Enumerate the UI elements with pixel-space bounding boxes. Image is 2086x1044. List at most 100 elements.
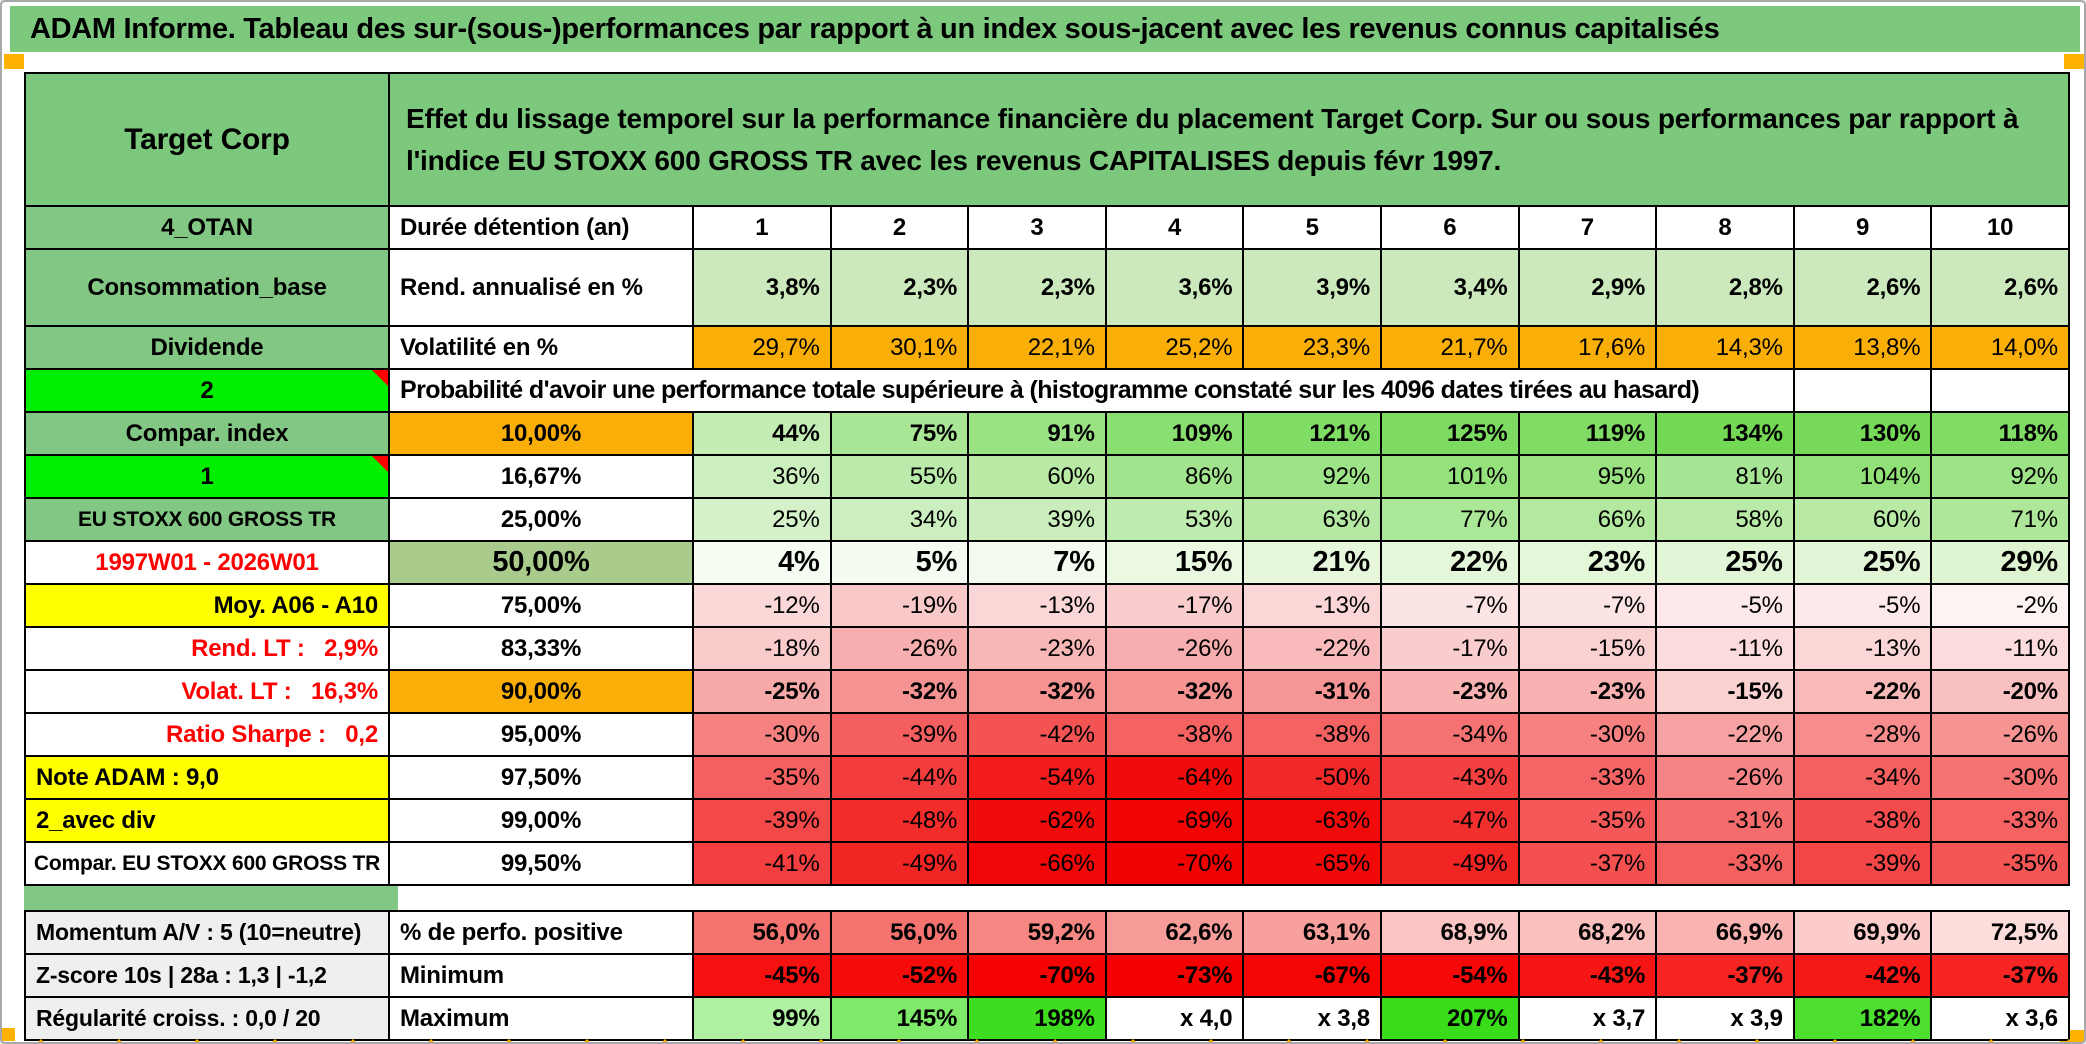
data-cell[interactable]: x 3,8 bbox=[1244, 998, 1380, 1039]
data-cell[interactable]: -17% bbox=[1381, 628, 1518, 669]
data-cell[interactable]: -32% bbox=[1106, 671, 1243, 712]
data-cell[interactable]: -20% bbox=[1932, 671, 2068, 712]
data-cell[interactable]: -54% bbox=[1381, 955, 1518, 996]
data-cell[interactable]: -26% bbox=[1657, 757, 1793, 798]
data-cell[interactable]: 125% bbox=[1381, 413, 1518, 454]
data-cell[interactable]: 3,4% bbox=[1381, 250, 1518, 325]
data-cell[interactable]: 77% bbox=[1381, 499, 1518, 540]
row-header-cell[interactable]: 95,00% bbox=[390, 714, 692, 755]
data-cell[interactable]: -43% bbox=[1519, 955, 1656, 996]
data-cell[interactable]: -62% bbox=[969, 800, 1105, 841]
data-cell[interactable]: -31% bbox=[1657, 800, 1793, 841]
data-cell[interactable]: 5% bbox=[831, 542, 968, 583]
data-cell[interactable]: -25% bbox=[694, 671, 830, 712]
data-cell[interactable]: 62,6% bbox=[1106, 912, 1243, 953]
data-cell[interactable]: 23,3% bbox=[1244, 327, 1380, 368]
data-cell[interactable]: 29,7% bbox=[694, 327, 830, 368]
row-header-cell[interactable]: % de perfo. positive bbox=[390, 912, 692, 953]
data-cell[interactable]: 109% bbox=[1106, 413, 1243, 454]
row-header-cell[interactable]: 99,50% bbox=[390, 843, 692, 884]
data-cell[interactable]: -39% bbox=[831, 714, 968, 755]
data-cell[interactable]: 44% bbox=[694, 413, 830, 454]
data-cell[interactable]: -34% bbox=[1381, 714, 1518, 755]
data-cell[interactable]: -33% bbox=[1657, 843, 1793, 884]
data-cell[interactable]: -22% bbox=[1794, 671, 1931, 712]
row-header-cell[interactable]: 50,00% bbox=[390, 542, 692, 583]
row-label-cell[interactable]: 1997W01 - 2026W01 bbox=[26, 542, 388, 583]
data-cell[interactable]: 15% bbox=[1106, 542, 1243, 583]
data-cell[interactable]: 2,3% bbox=[969, 250, 1105, 325]
data-cell[interactable]: -65% bbox=[1244, 843, 1380, 884]
data-cell[interactable]: 2,8% bbox=[1657, 250, 1793, 325]
data-cell[interactable]: 60% bbox=[1794, 499, 1931, 540]
data-cell[interactable]: -35% bbox=[694, 757, 830, 798]
data-cell[interactable] bbox=[1794, 370, 1931, 411]
row-header-cell[interactable]: 99,00% bbox=[390, 800, 692, 841]
data-cell[interactable]: 58% bbox=[1657, 499, 1793, 540]
data-cell[interactable]: 130% bbox=[1794, 413, 1931, 454]
row-label-cell[interactable]: Note ADAM : 9,0 bbox=[26, 757, 388, 798]
data-cell[interactable]: -26% bbox=[1932, 714, 2068, 755]
data-cell[interactable]: -15% bbox=[1519, 628, 1656, 669]
data-cell[interactable]: -31% bbox=[1244, 671, 1380, 712]
data-cell[interactable]: 92% bbox=[1932, 456, 2068, 497]
data-cell[interactable]: 69,9% bbox=[1794, 912, 1931, 953]
data-cell[interactable]: 2 bbox=[831, 207, 968, 248]
data-cell[interactable]: -2% bbox=[1932, 585, 2068, 626]
data-cell[interactable]: -69% bbox=[1106, 800, 1243, 841]
data-cell[interactable]: 68,9% bbox=[1381, 912, 1518, 953]
data-cell[interactable]: 6 bbox=[1381, 207, 1518, 248]
data-cell[interactable]: -67% bbox=[1244, 955, 1380, 996]
data-cell[interactable]: 53% bbox=[1106, 499, 1243, 540]
data-cell[interactable]: -38% bbox=[1106, 714, 1243, 755]
data-cell[interactable]: -23% bbox=[969, 628, 1105, 669]
data-cell[interactable]: 56,0% bbox=[831, 912, 968, 953]
row-label-cell[interactable]: Consommation_base bbox=[26, 250, 388, 325]
data-cell[interactable]: 63,1% bbox=[1244, 912, 1380, 953]
data-cell[interactable]: -66% bbox=[969, 843, 1105, 884]
data-cell[interactable]: x 3,7 bbox=[1519, 998, 1656, 1039]
data-cell[interactable]: 25% bbox=[1657, 542, 1793, 583]
data-cell[interactable] bbox=[1932, 370, 2068, 411]
data-cell[interactable]: -33% bbox=[1932, 800, 2068, 841]
row-header-cell[interactable]: 75,00% bbox=[390, 585, 692, 626]
data-cell[interactable]: 22% bbox=[1381, 542, 1518, 583]
data-cell[interactable]: -37% bbox=[1932, 955, 2068, 996]
data-cell[interactable]: -39% bbox=[694, 800, 830, 841]
row-label-cell[interactable]: Compar. EU STOXX 600 GROSS TR bbox=[26, 843, 388, 884]
data-cell[interactable]: -41% bbox=[694, 843, 830, 884]
data-cell[interactable]: -30% bbox=[1519, 714, 1656, 755]
data-cell[interactable]: -13% bbox=[1244, 585, 1380, 626]
row-header-cell[interactable]: Minimum bbox=[390, 955, 692, 996]
data-cell[interactable]: -35% bbox=[1932, 843, 2068, 884]
data-cell[interactable]: -13% bbox=[969, 585, 1105, 626]
row-label-cell[interactable]: Ratio Sharpe : 0,2 bbox=[26, 714, 388, 755]
data-cell[interactable]: -38% bbox=[1244, 714, 1380, 755]
data-cell[interactable]: 2,3% bbox=[831, 250, 968, 325]
data-cell[interactable]: 207% bbox=[1381, 998, 1518, 1039]
data-cell[interactable]: 66% bbox=[1519, 499, 1656, 540]
data-cell[interactable]: -49% bbox=[831, 843, 968, 884]
data-cell[interactable]: -23% bbox=[1381, 671, 1518, 712]
data-cell[interactable]: -45% bbox=[694, 955, 830, 996]
row-label-cell[interactable]: 4_OTAN bbox=[26, 207, 388, 248]
data-cell[interactable]: 29% bbox=[1932, 542, 2068, 583]
row-header-cell[interactable]: 90,00% bbox=[390, 671, 692, 712]
data-cell[interactable]: 119% bbox=[1519, 413, 1656, 454]
data-cell[interactable]: -15% bbox=[1657, 671, 1793, 712]
data-cell[interactable]: 34% bbox=[831, 499, 968, 540]
data-cell[interactable]: -26% bbox=[831, 628, 968, 669]
data-cell[interactable]: -7% bbox=[1519, 585, 1656, 626]
data-cell[interactable]: -11% bbox=[1657, 628, 1793, 669]
row-label-cell[interactable]: Dividende bbox=[26, 327, 388, 368]
green-spacer-cell[interactable] bbox=[24, 886, 398, 910]
data-cell[interactable]: -70% bbox=[1106, 843, 1243, 884]
data-cell[interactable]: -19% bbox=[831, 585, 968, 626]
row-label-cell[interactable]: Moy. A06 - A10 bbox=[26, 585, 388, 626]
data-cell[interactable]: 7% bbox=[969, 542, 1105, 583]
data-cell[interactable]: -48% bbox=[831, 800, 968, 841]
data-cell[interactable]: -28% bbox=[1794, 714, 1931, 755]
data-cell[interactable]: -73% bbox=[1106, 955, 1243, 996]
data-cell[interactable]: 21% bbox=[1244, 542, 1380, 583]
data-cell[interactable]: 3 bbox=[969, 207, 1105, 248]
